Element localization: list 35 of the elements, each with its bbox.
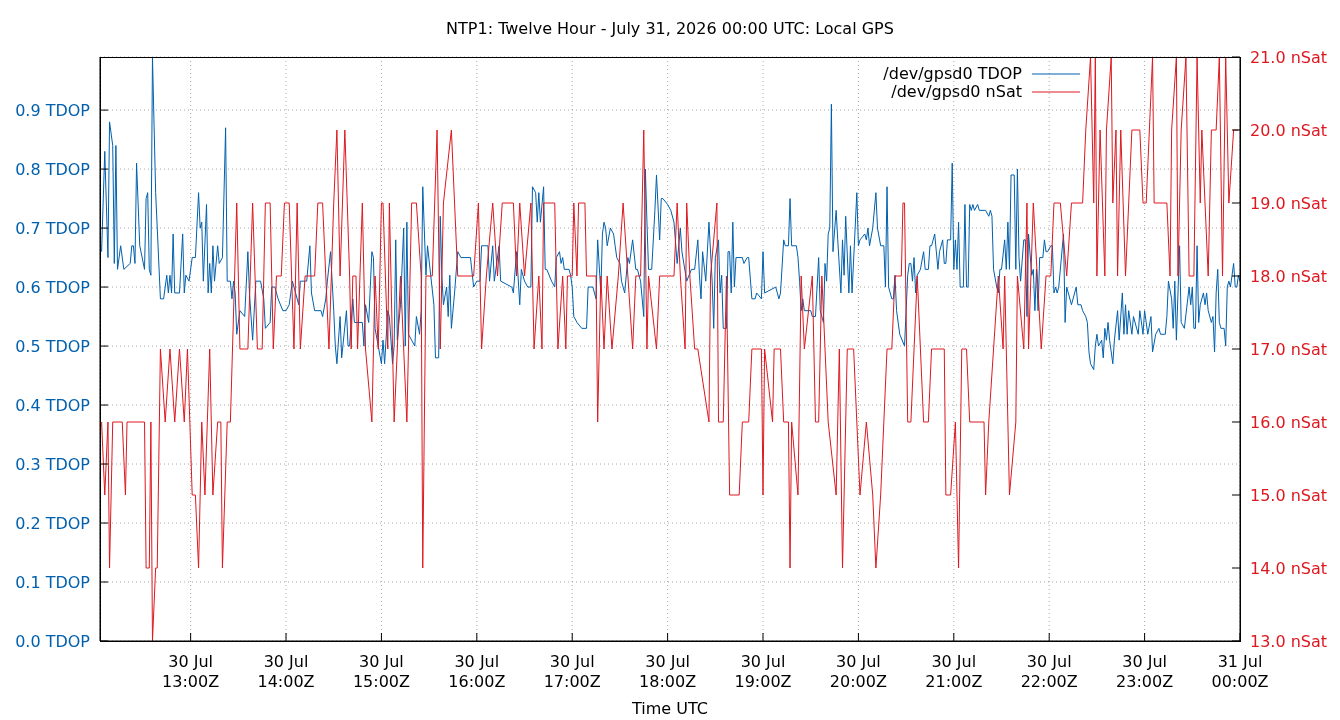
y2-tick-label: 21.0 nSat [1250, 47, 1328, 67]
y-tick-label: 0.6 TDOP [15, 277, 91, 297]
y2-tick-label: 15.0 nSat [1250, 485, 1328, 505]
legend-label: /dev/gpsd0 nSat [890, 82, 1022, 101]
y2-tick-label: 18.0 nSat [1250, 266, 1328, 286]
x-tick-label: 30 Jul 21:00Z [925, 652, 983, 691]
legend-label: /dev/gpsd0 TDOP [883, 64, 1022, 83]
y2-tick-label: 17.0 nSat [1250, 339, 1328, 359]
y-tick-label: 0.3 TDOP [15, 454, 91, 474]
x-tick-label: 30 Jul 17:00Z [543, 652, 601, 691]
y2-tick-label: 16.0 nSat [1250, 412, 1328, 432]
x-tick-label: 31 Jul 00:00Z [1211, 652, 1269, 691]
y-tick-label: 0.1 TDOP [15, 572, 91, 592]
y2-tick-label: 19.0 nSat [1250, 193, 1328, 213]
x-axis-title: Time UTC [631, 699, 708, 718]
x-tick-label: 30 Jul 13:00Z [162, 652, 220, 691]
y2-tick-label: 13.0 nSat [1250, 631, 1328, 651]
y-tick-label: 0.0 TDOP [15, 631, 91, 651]
y2-tick-label: 20.0 nSat [1250, 120, 1328, 140]
x-tick-label: 30 Jul 19:00Z [734, 652, 792, 691]
x-tick-label: 30 Jul 20:00Z [829, 652, 887, 691]
y-tick-label: 0.9 TDOP [15, 100, 91, 120]
x-tick-label: 30 Jul 15:00Z [352, 652, 410, 691]
y-tick-label: 0.2 TDOP [15, 513, 91, 533]
x-tick-label: 30 Jul 16:00Z [448, 652, 506, 691]
y-tick-label: 0.5 TDOP [15, 336, 91, 356]
chart-title: NTP1: Twelve Hour - July 31, 2026 00:00 UTC: Local GPS [445, 19, 895, 39]
y2-tick-label: 14.0 nSat [1250, 558, 1328, 578]
x-tick-label: 30 Jul 23:00Z [1116, 652, 1174, 691]
y-tick-label: 0.8 TDOP [15, 159, 91, 179]
x-tick-label: 30 Jul 22:00Z [1020, 652, 1078, 691]
y-tick-label: 0.7 TDOP [15, 218, 91, 238]
y-tick-label: 0.4 TDOP [15, 395, 91, 415]
x-tick-label: 30 Jul 14:00Z [257, 652, 315, 691]
x-tick-label: 30 Jul 18:00Z [639, 652, 697, 691]
